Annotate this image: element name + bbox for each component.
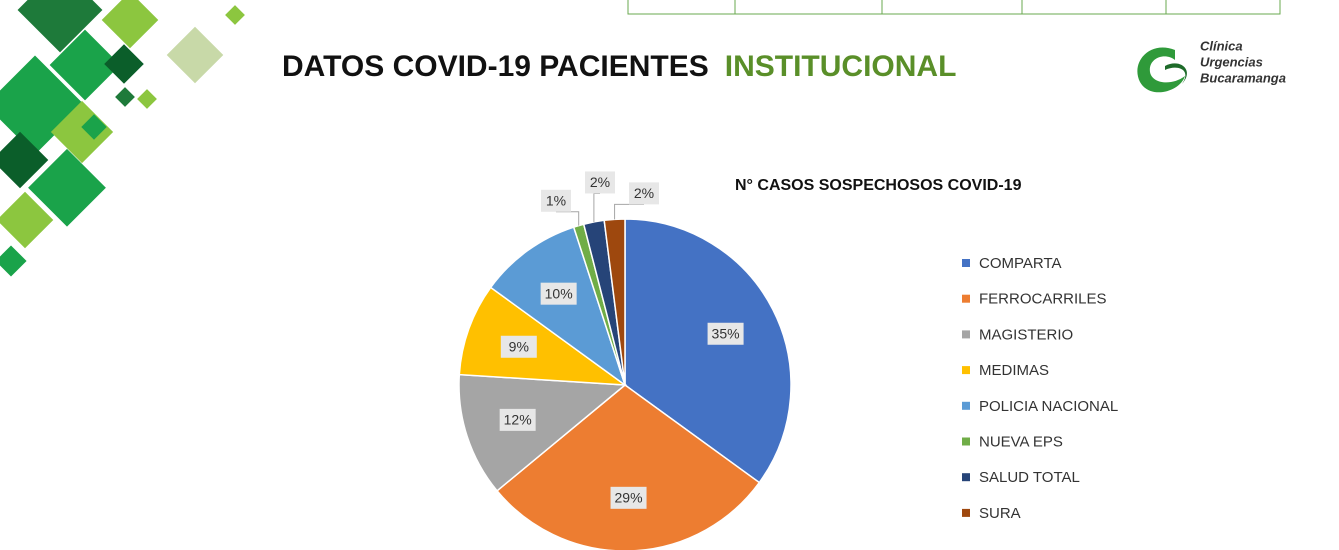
legend-swatch — [962, 366, 970, 375]
label-box — [707, 322, 744, 345]
deco-square — [0, 131, 49, 189]
deco-square — [104, 44, 144, 84]
label-box — [499, 408, 536, 431]
pie-chart: 35% 29% 12% 9% 10% 1% 2% 2% COMPARTA FERROCARRILE… — [458, 171, 1118, 550]
deco-square — [101, 0, 159, 49]
legend-swatch — [962, 437, 970, 446]
legend-swatch — [962, 473, 970, 482]
deco-square — [0, 191, 54, 249]
logo-icon — [1137, 47, 1185, 93]
leader-line — [614, 203, 644, 220]
deco-square — [137, 89, 157, 109]
data-label: 10% — [545, 285, 573, 301]
data-label: 35% — [712, 325, 740, 341]
deco-square — [0, 245, 27, 277]
legend-swatch — [962, 330, 970, 339]
leader-line — [593, 192, 600, 222]
data-label: 2% — [590, 174, 610, 190]
table-row — [627, 0, 1281, 15]
legend-label: MEDIMAS — [979, 362, 1049, 379]
legend-label: SURA — [979, 505, 1021, 522]
legend-label: MAGISTERIO — [979, 326, 1073, 343]
logo-icon — [1165, 63, 1187, 84]
pie-slice — [458, 286, 628, 386]
legend-label: FERROCARRILES — [979, 291, 1107, 308]
legend-label: SALUD TOTAL — [979, 469, 1080, 486]
legend-label: NUEVA EPS — [979, 433, 1063, 450]
data-label: 2% — [634, 185, 654, 201]
logo-text: Urgencias — [1200, 54, 1263, 69]
slide-title: DATOS COVID-19 PACIENTES INSTITUCIONAL — [282, 50, 956, 83]
chart-title: N° CASOS SOSPECHOSOS COVID-19 — [735, 177, 1022, 194]
pie-slice — [603, 218, 626, 386]
deco-square — [166, 26, 224, 84]
legend-swatch — [962, 508, 970, 517]
pie-slice — [458, 373, 627, 492]
deco-square — [115, 87, 135, 107]
pie-slice — [496, 384, 761, 550]
legend-swatch — [962, 294, 970, 303]
label-box — [610, 486, 647, 509]
logo-text: Clínica — [1200, 38, 1243, 53]
label-box — [585, 171, 615, 194]
title-main: DATOS COVID-19 PACIENTES — [282, 50, 709, 83]
legend-label: POLICIA NACIONAL — [979, 398, 1118, 415]
data-label: 29% — [615, 490, 643, 506]
logo-text: Bucaramanga — [1200, 70, 1286, 85]
legend-swatch — [962, 259, 970, 267]
deco-square — [28, 148, 106, 227]
pie-slice — [624, 218, 792, 484]
leader-line — [556, 211, 580, 226]
data-label: 12% — [504, 412, 532, 428]
title-highlight: INSTITUCIONAL — [725, 50, 957, 83]
data-label: 9% — [509, 338, 529, 354]
label-box — [540, 282, 577, 305]
legend-label: COMPARTA — [979, 255, 1062, 272]
data-label: 1% — [546, 192, 566, 208]
legend-swatch — [962, 401, 970, 410]
label-box — [500, 335, 537, 358]
label-box — [541, 189, 571, 212]
deco-square — [17, 0, 103, 53]
decoration — [0, 0, 245, 277]
top-table — [627, 0, 1281, 15]
pie-slice — [489, 226, 627, 387]
label-box — [629, 182, 659, 205]
logo: Clínica Urgencias Bucaramanga — [1137, 38, 1286, 93]
deco-square — [225, 5, 245, 25]
